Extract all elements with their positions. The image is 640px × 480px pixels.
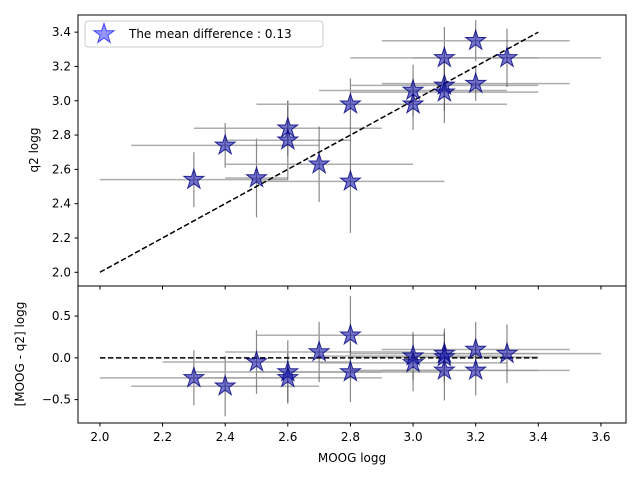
top-ytick-label-6: 3.2 xyxy=(52,59,71,73)
top-star-point-4 xyxy=(276,128,300,151)
bot-ytick-label-1: 0.0 xyxy=(52,351,71,365)
top-ytick-label-0: 2.0 xyxy=(52,265,71,279)
bot-star-point-0 xyxy=(182,365,206,388)
legend-box xyxy=(84,20,324,48)
bot-star-point-13 xyxy=(464,337,488,360)
top-ytick-label-4: 2.8 xyxy=(52,128,71,142)
bot-star-point-5 xyxy=(307,339,331,362)
bot-star-point-12 xyxy=(432,358,456,381)
top-ytick-label-2: 2.4 xyxy=(52,197,71,211)
top-star-point-14 xyxy=(464,71,488,94)
bot-star-point-7 xyxy=(338,359,362,382)
top-y-axis-label: q2 logg xyxy=(27,128,41,173)
bot-star-point-1 xyxy=(213,374,237,397)
top-ytick-label-7: 3.4 xyxy=(52,25,71,39)
bot-xtick-label-0: 2.0 xyxy=(90,430,109,444)
bottom-axes-frame xyxy=(77,285,627,424)
top-star-point-13 xyxy=(464,28,488,51)
bot-star-point-9 xyxy=(401,350,425,373)
top-star-point-12 xyxy=(432,80,456,102)
bot-xtick-label-7: 3.4 xyxy=(529,430,548,444)
bot-xtick-label-3: 2.6 xyxy=(278,430,297,444)
bot-ytick-label-2: 0.5 xyxy=(52,309,71,323)
top-star-point-5 xyxy=(307,152,331,175)
bot-ytick-label-0: −0.5 xyxy=(42,393,71,407)
bot-star-point-15 xyxy=(495,341,519,364)
legend: The mean difference : 0.13 xyxy=(84,20,324,48)
bottom-y-axis-label: [MOOG - q2] logg xyxy=(13,302,27,407)
bot-xtick-label-4: 2.8 xyxy=(341,430,360,444)
top-ytick-label-5: 3.0 xyxy=(52,94,71,108)
bot-xtick-label-8: 3.6 xyxy=(591,430,610,444)
top-ytick-label-1: 2.2 xyxy=(52,231,71,245)
top-y-ticks: 2.0 2.2 2.4 2.6 2.8 3.0 3.2 3.4 xyxy=(52,25,602,290)
bot-xtick-label-1: 2.2 xyxy=(153,430,172,444)
bottom-points xyxy=(182,323,519,397)
top-ytick-label-3: 2.6 xyxy=(52,162,71,176)
top-points xyxy=(182,28,519,192)
top-star-point-1 xyxy=(213,133,237,156)
bot-star-point-4 xyxy=(276,365,300,388)
bot-star-point-2 xyxy=(244,349,269,372)
bot-xtick-label-5: 3.0 xyxy=(404,430,423,444)
top-star-point-9 xyxy=(401,92,425,114)
top-star-point-2 xyxy=(244,165,269,188)
top-star-point-0 xyxy=(182,167,206,190)
top-star-point-10 xyxy=(432,45,456,68)
bot-xtick-label-2: 2.4 xyxy=(216,430,235,444)
bot-xtick-label-6: 3.2 xyxy=(466,430,485,444)
top-panel: 2.0 2.2 2.4 2.6 2.8 3.0 3.2 3.4 q2 logg The mea… xyxy=(27,14,627,290)
bottom-x-ticks: 2.0 2.2 2.4 2.6 2.8 3.0 3.2 3.4 3.6 xyxy=(90,423,610,444)
legend-star-marker xyxy=(92,21,116,44)
top-star-point-6 xyxy=(338,92,362,114)
bottom-panel: −0.5 0.0 0.5 2.0 2.2 2.4 2.6 2.8 3.0 3.2 3.4 3.6 M… xyxy=(13,285,627,465)
bottom-y-ticks: −0.5 0.0 0.5 xyxy=(42,309,78,407)
bot-star-point-6 xyxy=(338,323,362,346)
bot-star-point-14 xyxy=(464,358,488,381)
top-star-point-15 xyxy=(495,45,519,68)
top-star-point-7 xyxy=(338,169,362,192)
x-axis-label: MOOG logg xyxy=(318,451,386,465)
legend-label: The mean difference : 0.13 xyxy=(128,27,292,41)
